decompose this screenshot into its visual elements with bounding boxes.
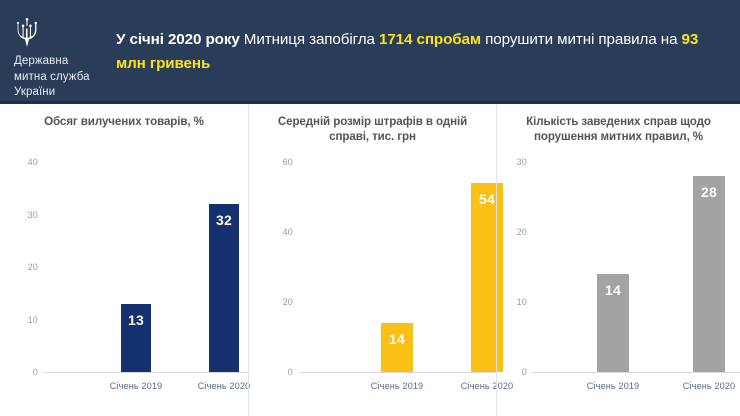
chart-panel-volume-seized: Обсяг вилучених товарів, % 0 10 20 30 40 13 Сі…	[0, 104, 251, 416]
x-axis-category-label: Січень 2019	[109, 381, 163, 391]
bar: 28	[693, 176, 725, 372]
plot-area: 0 10 20 30 14 Січень 2019 28 Січень 2020	[497, 144, 740, 416]
y-axis-tick-label: 0	[521, 367, 527, 377]
bar-value-label: 32	[216, 212, 232, 228]
ukraine-trident-icon	[17, 18, 37, 47]
y-axis-tick-label: 10	[27, 314, 38, 325]
header-banner: Державна митна служба України У січні 20…	[0, 0, 740, 104]
y-axis-tick-label: 0	[32, 367, 38, 377]
chart-title: Обсяг вилучених товарів, %	[44, 115, 204, 128]
x-axis-category-label: Січень 2020	[682, 381, 736, 391]
brand-block: Державна митна служба України	[14, 18, 110, 101]
bar-value-label: 13	[128, 311, 144, 328]
y-axis-tick-label: 30	[27, 209, 38, 220]
headline-segment-6: 93 млн гривень	[116, 31, 699, 72]
y-axis-tick-label: 30	[516, 157, 527, 167]
bar-value-label: 14	[605, 282, 621, 298]
x-axis-baseline	[44, 372, 248, 373]
chart-title: Середній розмір штрафів в одній справі, …	[277, 115, 468, 143]
charts-container: Обсяг вилучених товарів, % 0 10 20 30 40 13 Сі…	[0, 104, 740, 416]
bar-value-label: 54	[479, 191, 495, 207]
y-axis-tick-label: 0	[287, 367, 293, 377]
bar: 13	[121, 303, 151, 372]
x-axis-category-label: Січень 2019	[370, 381, 424, 391]
y-axis-tick-label: 20	[27, 262, 38, 272]
y-axis-tick-label: 40	[27, 157, 38, 167]
bar-value-label: 28	[701, 184, 717, 200]
x-axis-baseline	[531, 372, 740, 373]
y-axis-tick-label: 40	[282, 227, 293, 237]
bar: 54	[471, 183, 503, 372]
y-axis-tick-label: 20	[516, 227, 527, 237]
brand-line-1: Державна	[14, 55, 69, 67]
headline-segment-5: митні правила на	[553, 31, 682, 48]
bar: 14	[597, 274, 629, 372]
y-axis-tick-label: 60	[282, 157, 293, 167]
headline-segment-4: порушити	[481, 31, 553, 48]
chart-panel-cases-opened: Кількість заведених справ щодо порушення…	[496, 104, 740, 416]
brand-name: Державна митна служба України	[14, 54, 110, 101]
chart-title: Кількість заведених справ щодо порушення…	[526, 115, 711, 143]
x-axis-baseline	[299, 372, 497, 373]
plot-area: 0 20 40 60 14 Січень 2019 54 Січень 2020	[249, 144, 514, 416]
x-axis-category-label: Січень 2020	[460, 381, 514, 391]
y-axis-tick-label: 10	[516, 297, 527, 307]
chart-panel-average-fine: Середній розмір штрафів в одній справі, …	[248, 104, 514, 416]
bar: 14	[381, 323, 413, 372]
x-axis-category-label: Січень 2019	[586, 381, 640, 391]
brand-line-2: митна служба	[14, 70, 90, 83]
plot-area: 0 10 20 30 40 13 Січень 2019 32 Січень 2020	[0, 144, 251, 416]
bar: 32	[209, 204, 239, 372]
x-axis-category-label: Січень 2020	[197, 381, 251, 391]
headline-text: У січні 2020 року Митниця запобігла 1714…	[116, 28, 724, 76]
bar-value-label: 14	[389, 331, 405, 347]
brand-line-3: України	[14, 86, 56, 98]
headline-segment-1: У січні 2020 року	[116, 31, 240, 48]
headline-segment-2: Митниця запобігла	[239, 31, 379, 48]
y-axis-tick-label: 20	[282, 297, 293, 307]
headline-segment-3: 1714 спробам	[378, 31, 482, 48]
